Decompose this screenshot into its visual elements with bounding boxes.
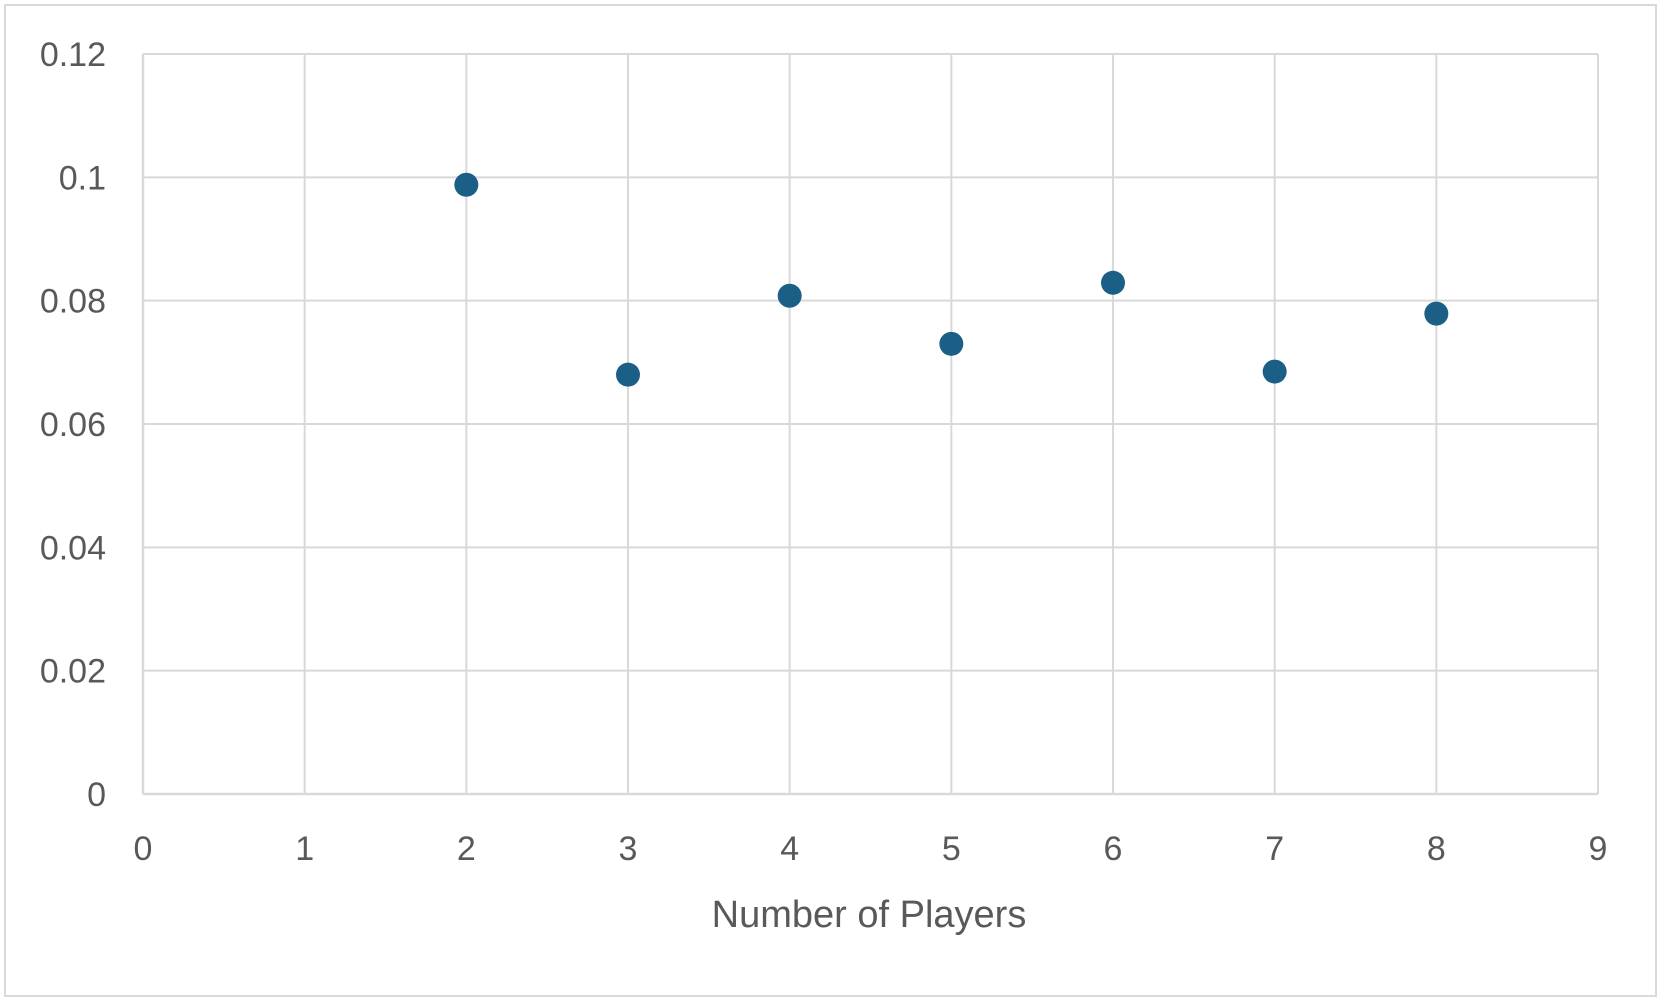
- grid: [143, 53, 1599, 794]
- x-tick-labels: 0 1 2 3 4 5 6 7 8 9: [134, 830, 1608, 868]
- x-tick-label: 0: [134, 830, 153, 868]
- x-tick-label: 8: [1427, 830, 1446, 868]
- x-tick-label: 1: [295, 830, 314, 868]
- y-tick-label: 0.08: [40, 283, 106, 321]
- x-tick-label: 7: [1265, 830, 1284, 868]
- y-tick-label: 0: [87, 776, 106, 814]
- y-tick-labels: 0 0.02 0.04 0.06 0.08 0.1 0.12: [40, 36, 106, 814]
- data-point: [939, 331, 964, 356]
- data-points: [454, 172, 1449, 387]
- data-point: [454, 172, 479, 197]
- x-tick-label: 3: [619, 830, 638, 868]
- data-point: [616, 362, 640, 387]
- y-tick-label: 0.1: [59, 159, 106, 197]
- x-tick-label: 9: [1589, 830, 1608, 868]
- chart-area: [4, 4, 1657, 997]
- y-tick-label: 0.12: [40, 36, 106, 74]
- y-tick-label: 0.06: [40, 406, 106, 444]
- x-axis-title: Number of Players: [712, 894, 1027, 936]
- x-tick-label: 2: [457, 830, 476, 868]
- x-tick-label: 5: [942, 830, 961, 868]
- x-tick-label: 6: [1104, 830, 1123, 868]
- data-point: [1101, 270, 1125, 295]
- data-point: [777, 283, 802, 308]
- data-point: [1262, 359, 1287, 384]
- axes: [141, 54, 1598, 796]
- y-tick-label: 0.04: [40, 529, 106, 567]
- x-tick-label: 4: [780, 830, 799, 868]
- data-point: [1424, 301, 1449, 326]
- y-tick-label: 0.02: [40, 653, 106, 691]
